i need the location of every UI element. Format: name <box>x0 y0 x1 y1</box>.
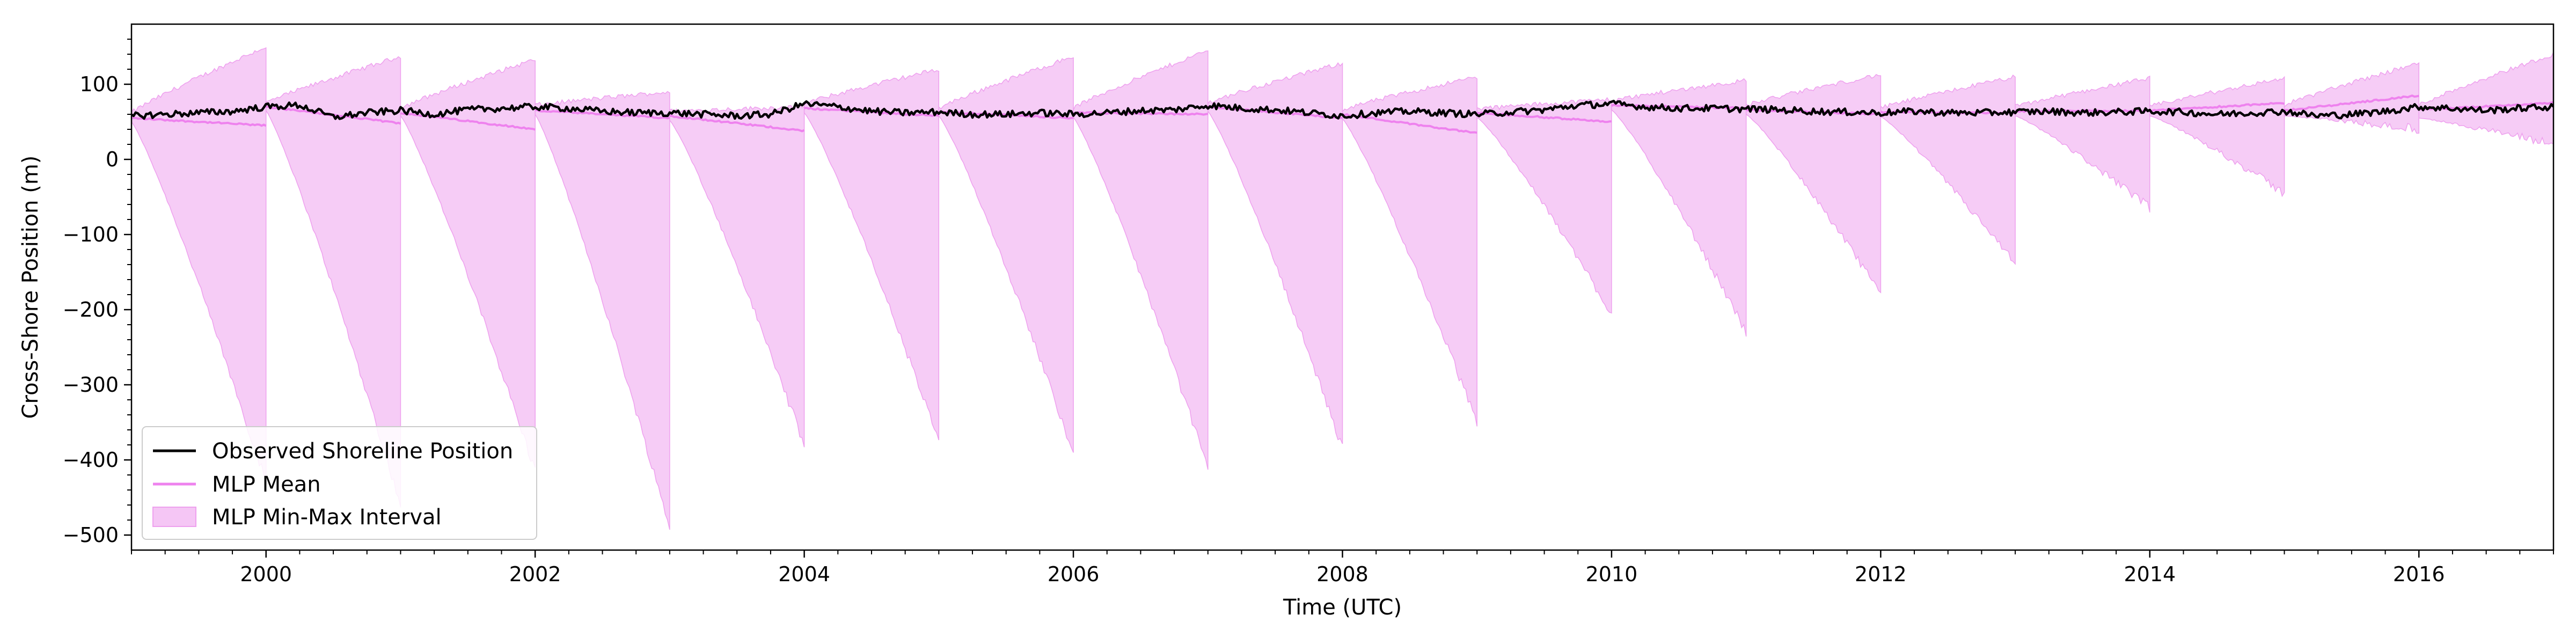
legend-interval-label: MLP Min-Max Interval <box>212 505 442 530</box>
y-tick-label: −500 <box>63 523 119 547</box>
y-tick-label: −300 <box>63 373 119 397</box>
x-axis-title: Time (UTC) <box>1283 595 1402 620</box>
y-tick-label: 0 <box>106 148 119 171</box>
legend-interval-swatch <box>152 507 196 527</box>
interval-band-segment <box>1745 74 1882 294</box>
y-tick-label: −400 <box>63 448 119 472</box>
legend-observed-label: Observed Shoreline Position <box>212 439 513 464</box>
y-axis: 100 0 −100 −200 −300 −400 −500 <box>63 39 131 547</box>
mean-line-segment <box>535 109 670 120</box>
mean-line-segment <box>131 116 267 127</box>
interval-band-segment <box>1880 74 2016 265</box>
legend-mean-label: MLP Mean <box>212 472 321 497</box>
interval-band-segment <box>1476 97 1612 314</box>
y-tick-label: −100 <box>63 223 119 246</box>
x-tick-label: 2016 <box>2393 562 2445 586</box>
interval-band-segment <box>938 57 1074 453</box>
x-tick-label: 2010 <box>1586 562 1638 586</box>
x-tick-label: 2006 <box>1048 562 1100 586</box>
x-tick-label: 2002 <box>509 562 561 586</box>
observed-line-layer <box>131 99 2553 120</box>
y-tick-label: −200 <box>63 298 119 321</box>
interval-band-segment <box>1073 50 1209 470</box>
legend: Observed Shoreline Position MLP Mean MLP… <box>142 426 537 540</box>
mean-line-segment <box>2284 94 2419 112</box>
y-tick-label: 100 <box>79 72 119 96</box>
interval-band-segment <box>2418 52 2553 145</box>
x-tick-label: 2014 <box>2124 562 2176 586</box>
interval-band-segment <box>669 104 805 448</box>
x-tick-label: 2000 <box>240 562 292 586</box>
interval-band-segment <box>803 69 940 441</box>
interval-band-layer <box>131 47 2553 530</box>
legend-box <box>142 426 537 540</box>
interval-band-segment <box>1611 78 1747 337</box>
x-tick-label: 2004 <box>778 562 830 586</box>
mean-line-segment <box>669 114 805 133</box>
interval-band-segment <box>2149 76 2285 197</box>
interval-band-segment <box>535 91 670 530</box>
x-tick-label: 2008 <box>1316 562 1368 586</box>
interval-band-segment <box>2015 75 2150 213</box>
mean-line-segment <box>2149 101 2285 112</box>
y-axis-title: Cross-Shore Position (m) <box>18 156 43 419</box>
observed-line <box>131 99 2553 120</box>
x-tick-label: 2012 <box>1855 562 1907 586</box>
interval-band-segment <box>1208 62 1343 444</box>
x-axis: 2000 2002 2004 2006 2008 2010 2012 2014 2016 <box>131 550 2554 586</box>
interval-band-segment <box>1342 77 1477 427</box>
